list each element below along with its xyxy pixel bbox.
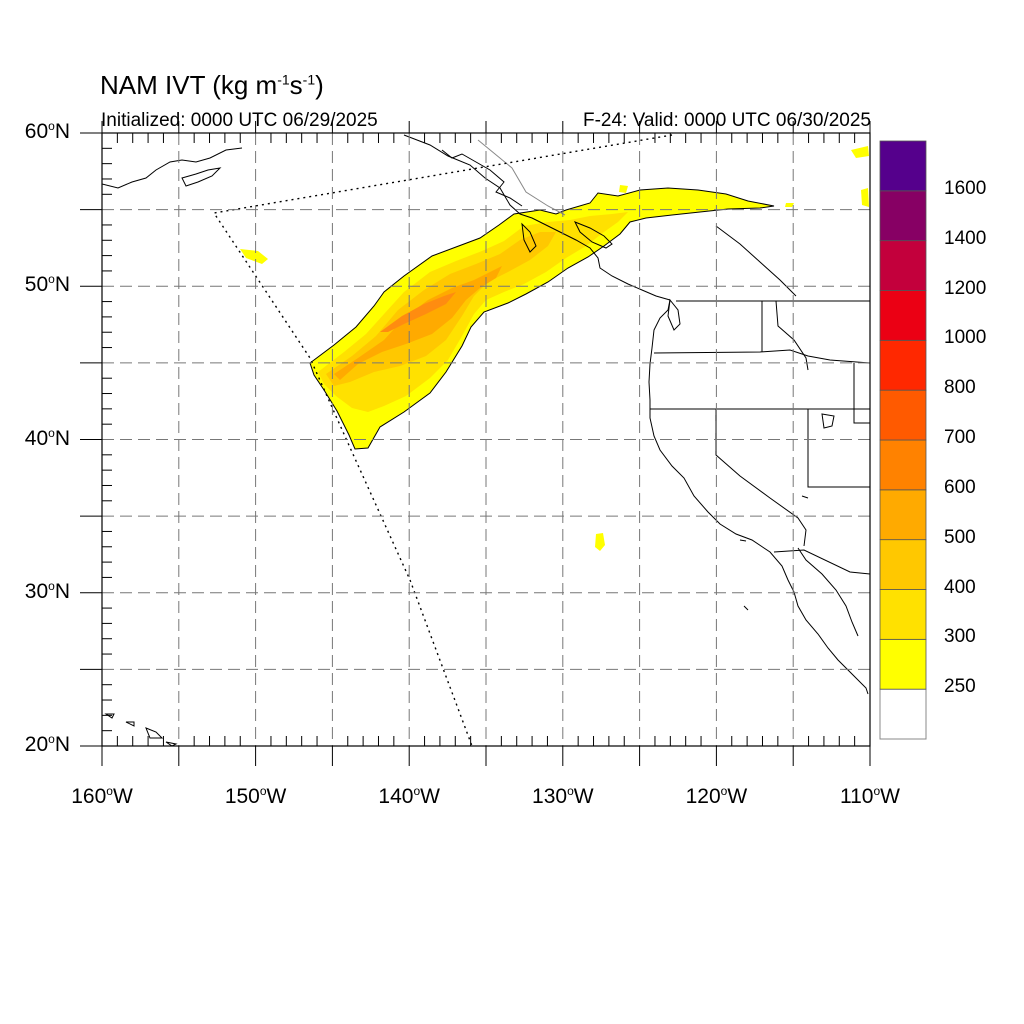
colorbar-box (879, 638, 927, 690)
channel-islands (739, 539, 749, 611)
baja-gulf-coast (797, 547, 859, 637)
ivt-500-region (334, 266, 502, 380)
latitude-label: 20oN (24, 732, 70, 756)
alaska-canada-border (477, 139, 566, 216)
colorbar-box (879, 439, 927, 491)
colorbar-label: 400 (944, 576, 976, 598)
colorbar-label: 700 (944, 427, 976, 448)
longitude-label: 110oW (840, 784, 900, 808)
pacific-coastline (403, 134, 869, 695)
colorbar-box (879, 140, 927, 192)
ivt-250-spot-d (861, 188, 869, 207)
latitude-label: 40oN (24, 425, 70, 450)
colorbar-box (879, 489, 927, 541)
ivt-250-spot-a (240, 249, 268, 264)
puget-sound (667, 298, 681, 331)
colorbar-box (879, 539, 927, 590)
colorbar-box (879, 339, 927, 391)
ivt-600-region (380, 292, 456, 332)
plot-frame (101, 132, 871, 747)
colorbar-label: 1200 (944, 277, 987, 299)
alaska-peninsula (181, 167, 222, 187)
graticule (102, 133, 870, 746)
longitude-label: 120oW (685, 784, 748, 808)
ivt-250-region (309, 187, 775, 450)
oregon-washington-border (653, 349, 870, 364)
mexico-border (773, 549, 870, 575)
colorbar-label: 300 (944, 626, 976, 648)
valid-time: F-24: Valid: 0000 UTC 06/30/2025 (583, 110, 871, 131)
colorbar-box (879, 190, 927, 242)
colorbar-label: 250 (944, 676, 976, 698)
colorbar-label: 1000 (944, 327, 987, 349)
north-coast-islands (441, 149, 523, 207)
colorbar-box (879, 240, 927, 291)
ivt-shading (240, 146, 869, 551)
coastlines (102, 134, 870, 746)
colorbar-label: 1600 (944, 177, 987, 199)
latitude-label: 30oN (24, 578, 70, 603)
longitude-label: 130oW (532, 784, 594, 808)
colorbar-below-box (879, 688, 927, 740)
colorbar-box (879, 589, 927, 640)
colorbar-label: 600 (944, 476, 976, 498)
wyoming-border (853, 363, 870, 424)
map-title: NAM IVT (kg m-1s-1) (100, 70, 324, 100)
inland-waters (715, 225, 835, 499)
ivt-250-spot-c (851, 146, 869, 158)
hawaii-islands (104, 713, 178, 746)
ivt-250-spot-f (785, 203, 794, 207)
vancouver-island (573, 221, 613, 249)
latitude-label: 60oN (24, 119, 70, 143)
idaho-montana-border (761, 300, 870, 488)
alaska-canada-border-line (477, 139, 566, 216)
alaska-coast (102, 147, 243, 189)
initialized-time: Initialized: 0000 UTC 06/29/2025 (101, 110, 378, 131)
colorbar (879, 140, 927, 740)
colorbar-box (879, 389, 927, 441)
longitude-label: 140oW (378, 784, 440, 808)
haida-gwaii (521, 222, 537, 253)
california-nevada-border (715, 409, 807, 547)
colorbar-label: 500 (944, 526, 976, 548)
longitude-label: 150oW (224, 784, 287, 808)
axis-ticks (80, 121, 871, 766)
latitude-label: 50oN (24, 272, 70, 297)
longitude-label: 160oW (71, 784, 133, 808)
ivt-250-spot-b (595, 533, 605, 551)
colorbar-label: 800 (944, 377, 976, 399)
ivt-250-spot-e (619, 185, 628, 193)
colorbar-box (879, 290, 927, 341)
colorbar-label: 1400 (944, 227, 987, 249)
